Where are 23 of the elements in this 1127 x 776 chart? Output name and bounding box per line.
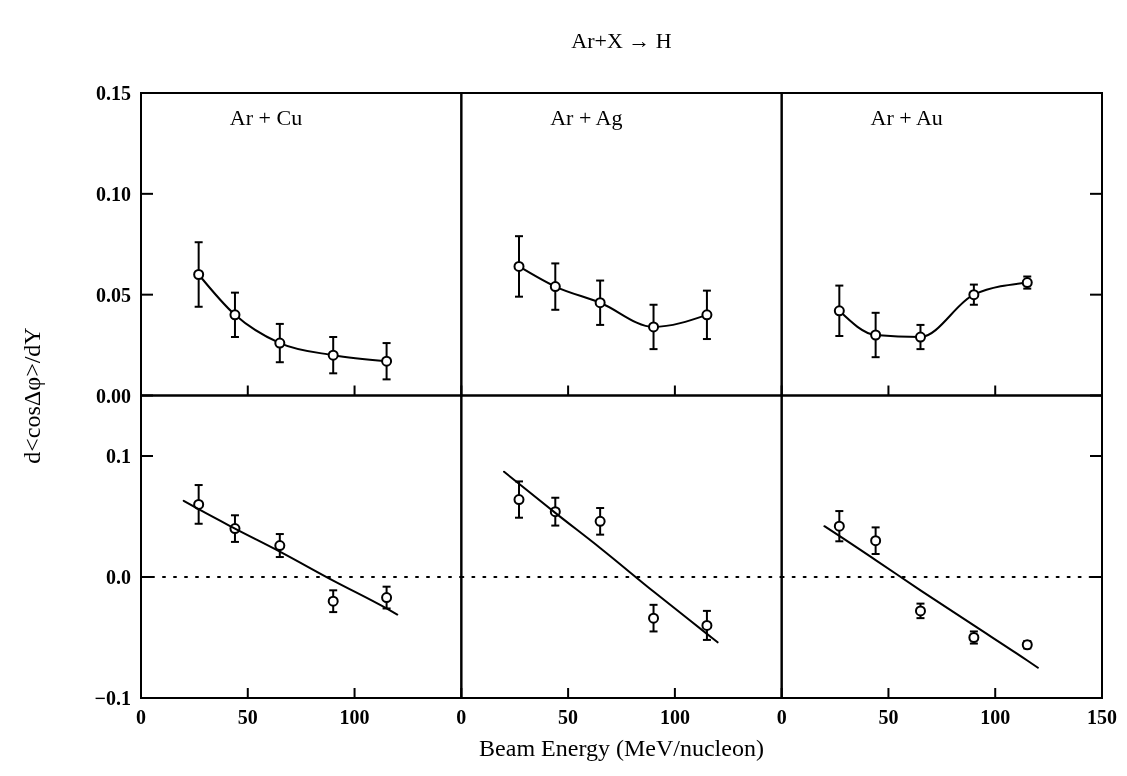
y-axis-title: d<cosΔφ>/dY	[19, 327, 45, 464]
x-tick-label: 100	[659, 706, 690, 728]
y-tick-label: 0.15	[96, 82, 131, 104]
y-tick-label: 0.0	[106, 566, 131, 588]
y-tick-label: 0.1	[106, 445, 131, 467]
x-tick-label: 50	[237, 706, 258, 728]
x-tick-label: 0	[136, 706, 146, 728]
y-tick-label: 0.00	[96, 384, 131, 407]
y-tick-label: −0.1	[94, 687, 131, 709]
x-tick-label: 50	[878, 706, 899, 728]
x-tick-label: 100	[980, 706, 1011, 728]
x-tick-label: 50	[558, 706, 579, 728]
annotation: Ar + Cu	[229, 105, 303, 130]
x-tick-label: 0	[456, 706, 467, 728]
y-tick-label: 0.05	[96, 283, 131, 306]
annotation: Ar + Ag	[550, 105, 623, 130]
x-tick-label: 150	[1087, 706, 1117, 728]
x-tick-label: 0	[776, 706, 787, 728]
x-tick-label: 100	[339, 706, 370, 728]
chart-title: Ar+X → H	[571, 28, 672, 53]
y-tick-label: 0.10	[96, 182, 131, 205]
x-axis-title: Beam Energy (MeV/nucleon)	[479, 735, 764, 761]
annotation: Ar + Au	[870, 105, 943, 130]
